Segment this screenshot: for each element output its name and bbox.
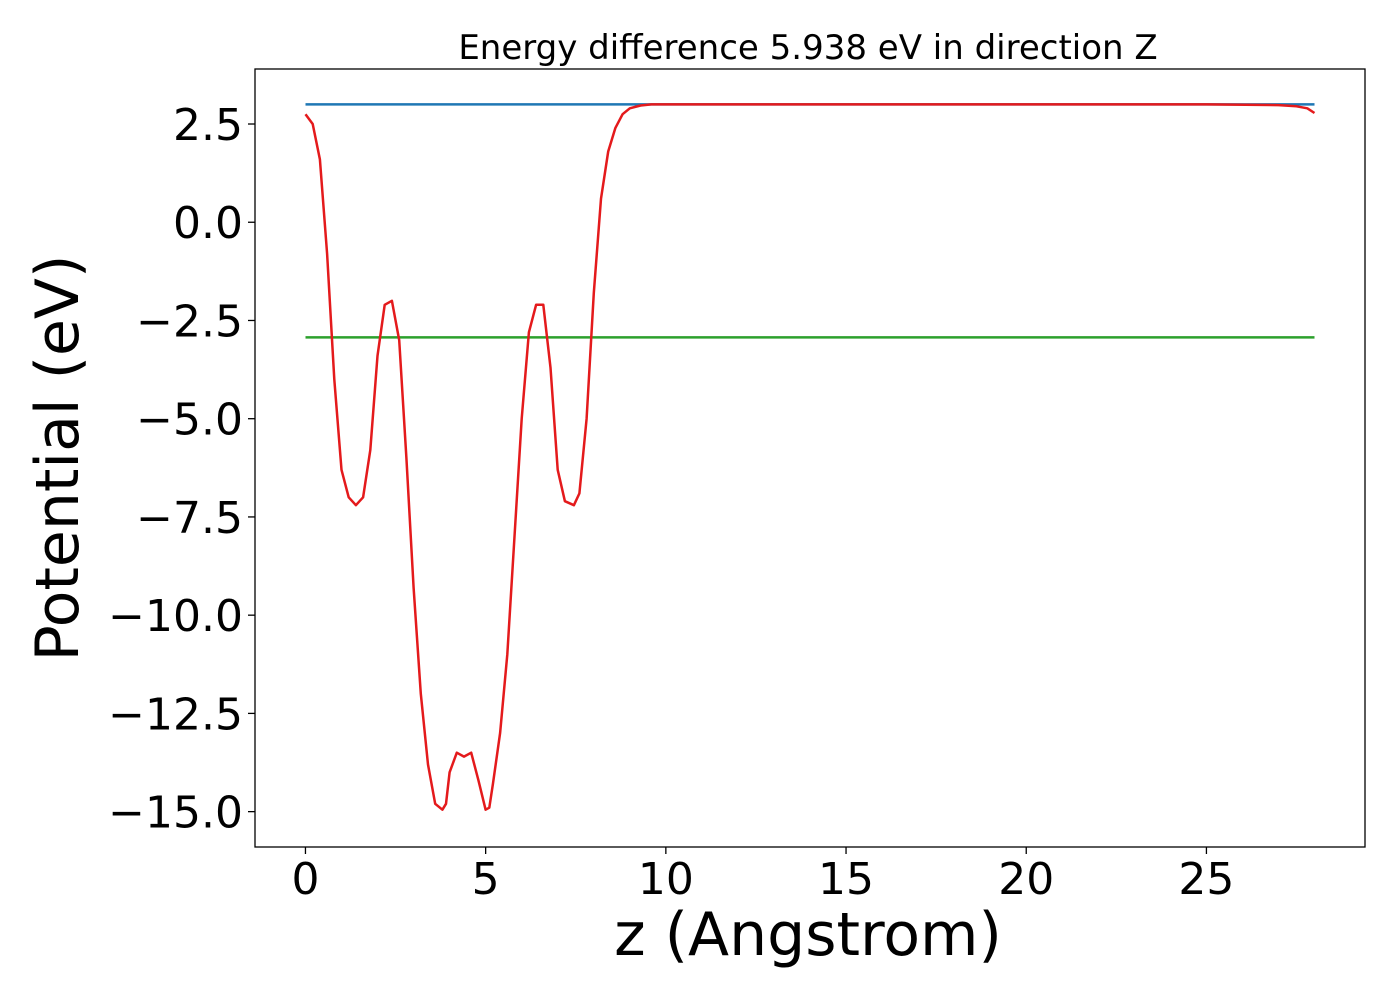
x-axis-label: z (Angstrom): [614, 900, 1002, 970]
x-tick-label: 10: [638, 854, 694, 905]
y-tick-label: −12.5: [108, 689, 243, 740]
x-tick-label: 20: [998, 854, 1054, 905]
series-line-2: [304, 103, 1316, 811]
chart-title: Energy difference 5.938 eV in direction …: [458, 28, 1157, 68]
y-tick-label: 0.0: [173, 198, 243, 249]
y-axis: 2.5 0.0 −2.5 −5.0 −7.5 −10.0 −12.5 −15.0: [108, 100, 255, 839]
x-axis: 0 5 10 15 20 25: [291, 847, 1234, 905]
x-tick-label: 0: [291, 854, 319, 905]
y-axis-label: Potential (eV): [23, 255, 93, 662]
axes-frame: [254, 68, 1366, 848]
y-tick-label: −15.0: [108, 788, 243, 839]
y-tick-label: 2.5: [173, 100, 243, 151]
y-tick-label: −5.0: [136, 395, 243, 446]
x-tick-label: 5: [472, 854, 500, 905]
x-tick-label: 15: [818, 854, 874, 905]
y-tick-label: −2.5: [136, 296, 243, 347]
y-tick-label: −10.0: [108, 591, 243, 642]
x-tick-label: 25: [1178, 854, 1234, 905]
plot-area: [304, 103, 1316, 811]
y-tick-label: −7.5: [136, 493, 243, 544]
